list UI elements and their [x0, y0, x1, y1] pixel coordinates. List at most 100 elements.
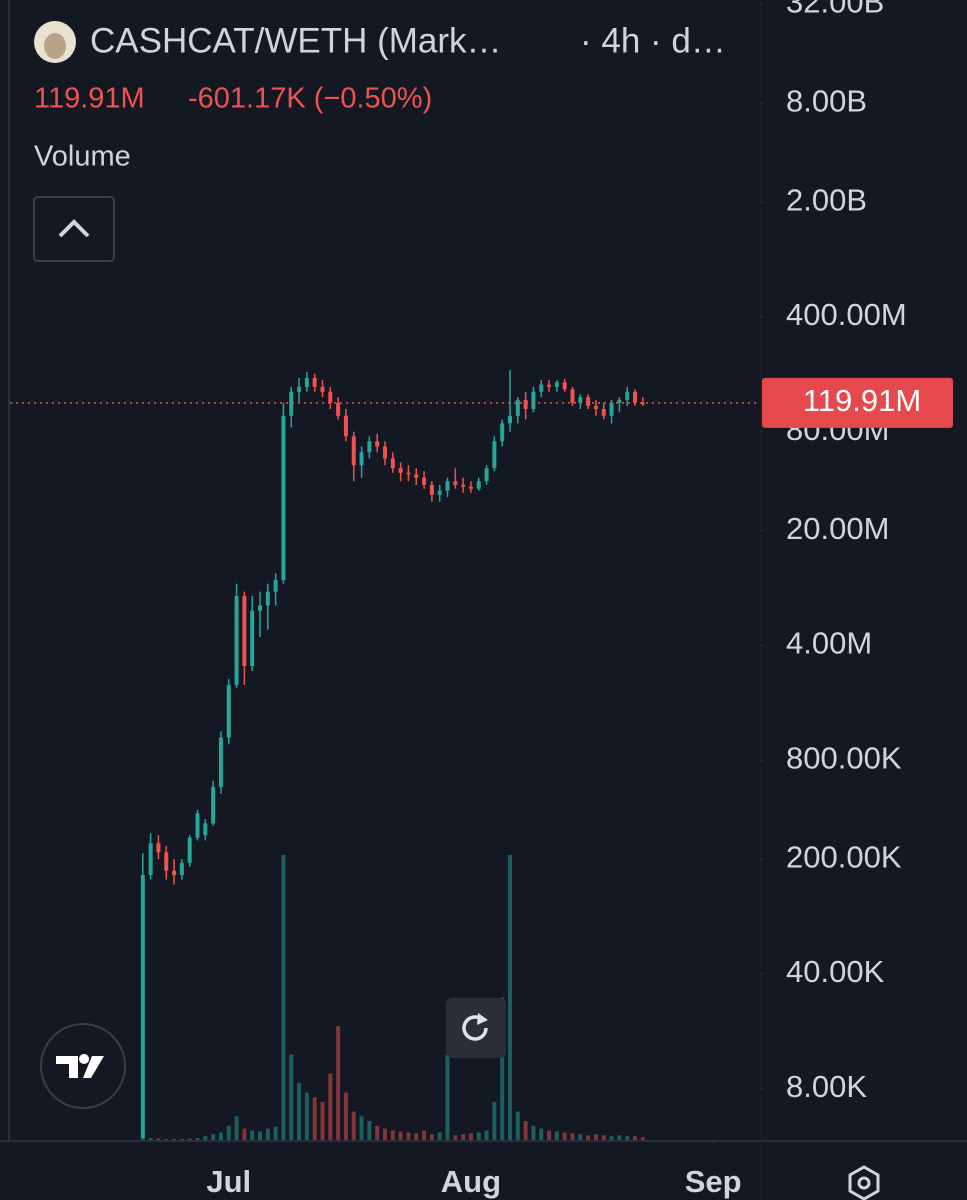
volume-bar [562, 1132, 567, 1140]
volume-bar [453, 1135, 458, 1140]
reset-arrow [477, 1013, 488, 1025]
volume-bar [375, 1125, 380, 1140]
candle-body [508, 415, 512, 424]
candle-body [265, 591, 270, 606]
volume-bar [297, 1083, 302, 1140]
candle-body [234, 595, 239, 685]
candle-body [539, 384, 544, 392]
volume-bar [422, 1130, 427, 1140]
indicator-label[interactable]: Volume [34, 141, 131, 173]
volume-bar [218, 1132, 223, 1140]
interval[interactable]: · 4h · d… [580, 21, 726, 60]
candle-body [609, 402, 614, 416]
volume-bar [383, 1128, 387, 1140]
y-tick-label: 8.00K [786, 1069, 867, 1104]
y-tick-label: 40.00K [786, 954, 885, 989]
candle-body [343, 415, 348, 437]
candle-body [593, 405, 598, 410]
candle-body [390, 458, 395, 469]
volume-bar [320, 1102, 325, 1140]
volume-bar [140, 1137, 145, 1140]
volume-bar [258, 1131, 262, 1140]
volume-bar [617, 1135, 622, 1140]
candle-body [304, 377, 309, 387]
volume-bar [226, 1125, 231, 1140]
volume-bar [359, 1116, 364, 1140]
volume-bar [203, 1136, 208, 1140]
candle-body [328, 391, 333, 403]
volume-bar [289, 1054, 294, 1140]
candle-body [297, 386, 302, 392]
candle-body [320, 386, 325, 392]
volume-bar [609, 1136, 614, 1140]
candle-body [195, 813, 200, 838]
volume-bar [343, 1092, 348, 1140]
candle-body [359, 452, 364, 466]
candle-body [383, 446, 387, 459]
candle-body [351, 436, 356, 466]
last-price-tag [762, 377, 953, 428]
candle-body [172, 870, 177, 876]
volume-bar [500, 997, 505, 1140]
settings-icon[interactable] [848, 1165, 880, 1200]
volume-bar [336, 1026, 341, 1140]
candle-body [578, 397, 583, 403]
volume-bar [531, 1125, 536, 1140]
candle-body [601, 409, 606, 416]
candle-body [570, 389, 575, 403]
volume-bar [273, 1126, 278, 1140]
volume-bar [547, 1130, 552, 1140]
y-tick-label: 800.00K [786, 740, 902, 775]
collapse-button[interactable] [33, 196, 115, 262]
volume-bar [156, 1138, 161, 1140]
volume-bar [429, 1134, 434, 1140]
candle-body [258, 605, 262, 611]
volume-bar [484, 1130, 489, 1140]
candle-body [625, 391, 630, 400]
tv-logo-button[interactable] [40, 1023, 126, 1109]
candle-body [312, 377, 317, 387]
candle-body [523, 399, 528, 410]
candle-body [531, 391, 536, 410]
cat-icon [44, 33, 66, 59]
y-tick-label: 2.00B [786, 182, 867, 217]
volume-bar [539, 1128, 544, 1140]
candle-body [187, 837, 192, 863]
candle-body [203, 823, 208, 836]
reset-icon [462, 1015, 488, 1041]
candle-body [437, 490, 442, 495]
candle-body [547, 384, 552, 387]
volume-bar [515, 1111, 520, 1140]
candle-body [281, 415, 286, 581]
volume-bar [570, 1133, 575, 1140]
settings-icon-center [857, 1176, 871, 1190]
candle-body [422, 477, 427, 485]
volume-bar [367, 1121, 372, 1140]
volume-bar [250, 1130, 255, 1140]
volume-bar [586, 1135, 591, 1140]
volume-bar [468, 1133, 473, 1140]
volume-bar [554, 1131, 559, 1140]
candle-body [273, 580, 278, 592]
candle-body [453, 481, 458, 485]
symbol-title[interactable]: CASHCAT/WETH (Mark… [90, 21, 502, 60]
reset-button[interactable] [446, 998, 506, 1058]
volume-bar [461, 1134, 466, 1140]
x-tick-label: Jul [206, 1164, 251, 1199]
candle-body [226, 684, 231, 738]
candle-body [242, 595, 247, 666]
chevron-icon [58, 219, 90, 238]
y-tick-label: 8.00B [786, 83, 867, 118]
candle-body [148, 843, 153, 876]
volume-bar [390, 1130, 395, 1140]
candle-body [398, 468, 403, 473]
volume-bar [328, 1073, 333, 1140]
last-price: 119.91M [34, 83, 145, 115]
volume-bar [265, 1128, 270, 1140]
volume-bar [351, 1111, 356, 1140]
volume-bar [633, 1136, 637, 1140]
candle-body [429, 484, 434, 495]
candle-body [445, 481, 450, 491]
